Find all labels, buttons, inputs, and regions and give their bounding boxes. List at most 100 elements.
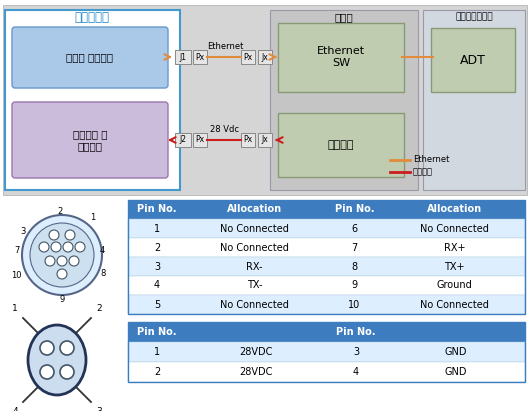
Text: 2: 2	[154, 242, 160, 252]
Text: J1: J1	[180, 53, 187, 62]
Bar	[423, 10, 525, 190]
Text: 기상탑재체: 기상탑재체	[75, 12, 110, 25]
Bar	[175, 133, 191, 147]
Text: 전원공급: 전원공급	[413, 168, 433, 176]
Text: 9: 9	[351, 280, 358, 291]
Text: Pin No.: Pin No.	[137, 327, 176, 337]
Text: No Connected: No Connected	[420, 224, 489, 233]
Circle shape	[45, 256, 55, 266]
Circle shape	[69, 256, 79, 266]
Text: Ethernet: Ethernet	[207, 42, 243, 51]
Text: 3: 3	[353, 347, 359, 357]
Text: 탑재데이터링크: 탑재데이터링크	[455, 12, 493, 21]
Text: 3: 3	[96, 407, 102, 411]
Bar	[128, 322, 525, 342]
Text: 3: 3	[21, 226, 26, 236]
Text: Ground: Ground	[437, 280, 472, 291]
Text: GND: GND	[444, 367, 467, 377]
Text: 3: 3	[154, 261, 160, 272]
Circle shape	[40, 365, 54, 379]
Text: 전원분배 및
통제장치: 전원분배 및 통제장치	[73, 129, 107, 151]
Bar	[128, 342, 525, 362]
FancyBboxPatch shape	[12, 102, 168, 178]
Text: 1: 1	[12, 304, 18, 313]
Bar	[128, 322, 525, 382]
Circle shape	[30, 223, 94, 287]
Circle shape	[75, 242, 85, 252]
Bar	[5, 10, 180, 190]
Text: Allocation: Allocation	[227, 205, 282, 215]
Circle shape	[63, 242, 73, 252]
Text: 10: 10	[348, 300, 360, 309]
Bar	[128, 238, 525, 257]
Bar	[175, 50, 191, 64]
Text: RX+: RX+	[444, 242, 465, 252]
Text: No Connected: No Connected	[220, 300, 289, 309]
Text: 28VDC: 28VDC	[240, 367, 273, 377]
Text: TX+: TX+	[444, 261, 465, 272]
Bar	[128, 295, 525, 314]
Bar	[128, 362, 525, 382]
Text: Pin No.: Pin No.	[336, 327, 376, 337]
Bar	[270, 10, 418, 190]
Text: 복합추진: 복합추진	[328, 140, 354, 150]
Text: J2: J2	[180, 136, 187, 145]
Circle shape	[57, 256, 67, 266]
Text: Jx: Jx	[262, 136, 268, 145]
Bar	[0, 197, 530, 315]
Text: 1: 1	[154, 347, 160, 357]
Text: Pin No.: Pin No.	[137, 205, 176, 215]
Text: 4: 4	[12, 407, 18, 411]
Text: 4: 4	[154, 280, 160, 291]
Bar	[258, 133, 272, 147]
Text: 1: 1	[90, 212, 95, 222]
Text: 6: 6	[351, 224, 358, 233]
Text: Jx: Jx	[262, 53, 268, 62]
Text: 2: 2	[96, 304, 102, 313]
Text: 비행체: 비행체	[334, 12, 354, 22]
Text: No Connected: No Connected	[220, 242, 289, 252]
Text: 2: 2	[154, 367, 160, 377]
Circle shape	[49, 230, 59, 240]
Text: Ethernet: Ethernet	[413, 155, 449, 164]
Text: No Connected: No Connected	[420, 300, 489, 309]
Text: Px: Px	[196, 136, 205, 145]
Text: 4: 4	[353, 367, 359, 377]
Text: 2: 2	[57, 206, 63, 215]
Circle shape	[60, 341, 74, 355]
Bar	[128, 200, 525, 219]
Circle shape	[40, 341, 54, 355]
Text: 4: 4	[100, 245, 105, 254]
FancyBboxPatch shape	[278, 113, 404, 177]
Bar	[193, 50, 207, 64]
Text: 탑재체 조종장치: 탑재체 조종장치	[66, 52, 113, 62]
Text: Ethernet
SW: Ethernet SW	[317, 46, 365, 68]
Text: No Connected: No Connected	[220, 224, 289, 233]
Text: Px: Px	[243, 136, 253, 145]
Bar	[0, 318, 530, 411]
Text: Px: Px	[243, 53, 253, 62]
Bar	[128, 200, 525, 314]
Text: 28 Vdc: 28 Vdc	[210, 125, 240, 134]
Circle shape	[60, 365, 74, 379]
FancyBboxPatch shape	[278, 23, 404, 92]
Text: 9: 9	[59, 295, 65, 303]
Text: Pin No.: Pin No.	[335, 205, 374, 215]
Bar	[128, 219, 525, 238]
Text: 10: 10	[12, 270, 22, 279]
FancyBboxPatch shape	[12, 27, 168, 88]
Circle shape	[51, 242, 61, 252]
Text: GND: GND	[444, 347, 467, 357]
Bar	[193, 133, 207, 147]
Bar	[128, 257, 525, 276]
Text: 5: 5	[154, 300, 160, 309]
Circle shape	[39, 242, 49, 252]
Text: Px: Px	[196, 53, 205, 62]
Text: RX-: RX-	[246, 261, 263, 272]
Ellipse shape	[28, 325, 86, 395]
Circle shape	[57, 269, 67, 279]
Text: 8: 8	[100, 268, 105, 277]
Bar	[128, 276, 525, 295]
Bar	[241, 133, 255, 147]
Bar	[258, 50, 272, 64]
